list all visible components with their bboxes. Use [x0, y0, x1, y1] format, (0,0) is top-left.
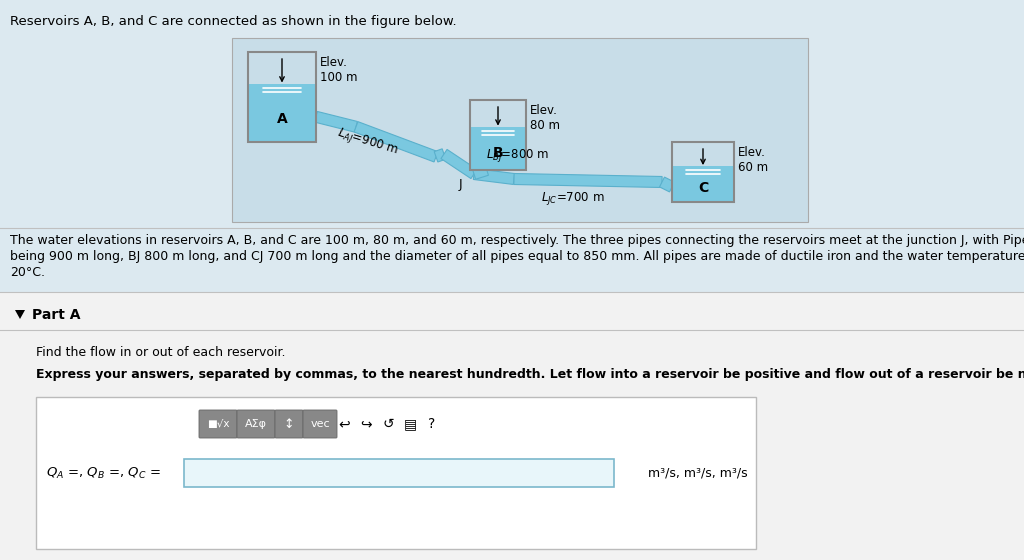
Text: $L_{BJ}$=800 m: $L_{BJ}$=800 m [486, 147, 550, 165]
Polygon shape [354, 122, 438, 162]
Text: $L_{AJ}$=900 m: $L_{AJ}$=900 m [335, 125, 400, 160]
Text: being 900 m long, BJ 800 m long, and CJ 700 m long and the diameter of all pipes: being 900 m long, BJ 800 m long, and CJ … [10, 250, 1024, 263]
Bar [232, 38, 808, 222]
Text: ?: ? [428, 417, 435, 431]
Bar [184, 459, 614, 487]
Polygon shape [659, 177, 675, 192]
Text: Express your answers, separated by commas, to the nearest hundredth. Let flow in: Express your answers, separated by comma… [36, 368, 1024, 381]
Text: vec: vec [310, 419, 330, 429]
Text: The water elevations in reservoirs A, B, and C are 100 m, 80 m, and 60 m, respec: The water elevations in reservoirs A, B,… [10, 234, 1024, 247]
Text: ▤: ▤ [403, 417, 417, 431]
Text: Elev.
80 m: Elev. 80 m [530, 104, 560, 132]
Text: ■√x: ■√x [207, 419, 229, 429]
Polygon shape [473, 169, 515, 184]
Text: 20°C.: 20°C. [10, 266, 45, 279]
FancyBboxPatch shape [303, 410, 337, 438]
Text: Reservoirs A, B, and C are connected as shown in the figure below.: Reservoirs A, B, and C are connected as … [10, 15, 457, 28]
Bar [36, 397, 756, 549]
FancyBboxPatch shape [199, 410, 237, 438]
Text: Find the flow in or out of each reservoir.: Find the flow in or out of each reservoi… [36, 346, 286, 359]
Bar [470, 100, 526, 170]
Polygon shape [314, 111, 357, 132]
Bar [248, 52, 316, 142]
Text: J: J [458, 178, 462, 191]
Text: C: C [698, 180, 709, 195]
Text: ↪: ↪ [360, 417, 372, 431]
Text: B: B [493, 146, 504, 160]
Text: m³/s, m³/s, m³/s: m³/s, m³/s, m³/s [648, 466, 748, 479]
Text: Part A: Part A [32, 308, 81, 322]
Bar [672, 142, 734, 202]
Text: ↺: ↺ [382, 417, 394, 431]
FancyBboxPatch shape [275, 410, 303, 438]
Text: $L_{JC}$=700 m: $L_{JC}$=700 m [542, 190, 605, 208]
Polygon shape [441, 150, 477, 179]
Text: ↩: ↩ [338, 417, 350, 431]
Text: Elev.
60 m: Elev. 60 m [738, 146, 768, 174]
Text: A: A [276, 111, 288, 125]
Polygon shape [472, 165, 488, 179]
Bar [248, 83, 316, 142]
Polygon shape [15, 310, 25, 319]
Text: AΣφ: AΣφ [245, 419, 267, 429]
Text: Elev.
100 m: Elev. 100 m [319, 56, 357, 84]
Polygon shape [434, 149, 445, 162]
Text: $Q_A$ =, $Q_B$ =, $Q_C$ =: $Q_A$ =, $Q_B$ =, $Q_C$ = [46, 465, 161, 480]
Polygon shape [514, 174, 663, 188]
FancyBboxPatch shape [237, 410, 275, 438]
Bar [470, 127, 526, 170]
Bar [672, 166, 734, 202]
Bar [0, 292, 1024, 560]
Text: ↕: ↕ [284, 418, 294, 431]
